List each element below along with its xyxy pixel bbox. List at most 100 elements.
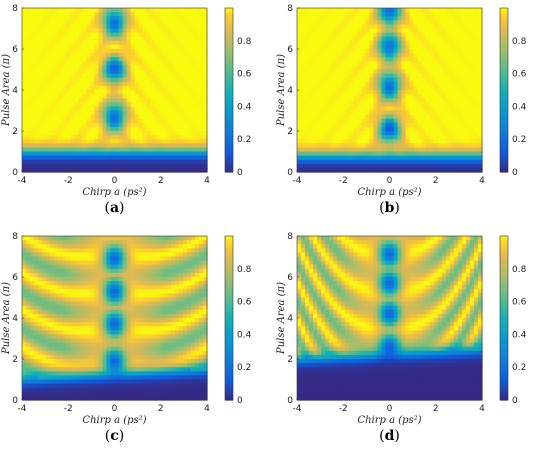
heatmap-cell <box>34 256 39 262</box>
heatmap-cell <box>78 305 83 311</box>
heatmap-cell <box>445 81 451 87</box>
heatmap-cell <box>30 268 35 274</box>
y-tick-label: 2 <box>287 127 293 137</box>
heatmap-cell <box>305 73 310 79</box>
heatmap-cell <box>309 57 314 62</box>
heatmap-cell <box>389 28 395 34</box>
heatmap-cell <box>413 131 419 136</box>
heatmap-cell <box>461 131 467 136</box>
y-tick-label: 6 <box>12 45 18 55</box>
heatmap-cell <box>110 61 116 66</box>
heatmap-cell <box>453 28 459 34</box>
heatmap-cell <box>146 57 152 62</box>
heatmap-cell <box>122 28 128 34</box>
heatmap-cell <box>46 110 51 116</box>
heatmap-cell <box>154 53 160 58</box>
heatmap-cell <box>110 163 116 169</box>
heatmap-cell <box>437 44 443 50</box>
heatmap-cell <box>429 44 435 50</box>
heatmap-cell <box>58 260 63 266</box>
heatmap-cell <box>377 8 383 13</box>
heatmap-cell <box>102 375 108 381</box>
heatmap-cell <box>102 289 108 294</box>
heatmap-cell <box>66 118 71 124</box>
heatmap-cell <box>186 147 192 153</box>
colorbar-segment <box>500 68 508 72</box>
heatmap-cell <box>134 69 140 75</box>
heatmap-cell <box>329 126 334 132</box>
heatmap-cell <box>309 147 314 153</box>
heatmap-cell <box>82 53 87 58</box>
heatmap-cell <box>86 326 91 331</box>
heatmap-cell <box>114 151 120 157</box>
heatmap-cell <box>122 297 128 303</box>
heatmap-cell <box>70 285 75 290</box>
heatmap-cell <box>182 147 188 153</box>
heatmap-cell <box>477 110 483 116</box>
heatmap-cell <box>441 106 447 112</box>
heatmap-cell <box>429 114 435 120</box>
heatmap-cell <box>190 40 196 46</box>
heatmap-cell <box>305 69 310 75</box>
heatmap-cell <box>42 391 47 397</box>
heatmap-cell <box>349 155 354 161</box>
heatmap-cell <box>42 81 47 87</box>
heatmap-cell <box>477 28 483 34</box>
heatmap-cell <box>30 159 35 165</box>
heatmap-cell <box>449 126 455 132</box>
heatmap-cell <box>86 313 91 319</box>
heatmap-cell <box>46 350 51 356</box>
heatmap-cells <box>297 8 483 173</box>
heatmap-cell <box>182 40 188 46</box>
colorbar-segment <box>225 10 233 15</box>
heatmap-cell <box>42 98 47 103</box>
heatmap-cell <box>78 391 83 397</box>
heatmap-cell <box>122 354 128 360</box>
heatmap-cell <box>317 16 322 21</box>
heatmap-cell <box>122 155 128 161</box>
heatmap-cell <box>54 322 59 327</box>
heatmap-cell <box>453 167 459 173</box>
heatmap-cell <box>361 57 366 62</box>
heatmap-cell <box>54 371 59 376</box>
heatmap-cell <box>106 114 112 120</box>
heatmap-cell <box>413 151 419 157</box>
heatmap-cell <box>126 313 132 319</box>
heatmap-cell <box>98 12 104 17</box>
heatmap-cell <box>70 256 75 262</box>
heatmap-cell <box>449 53 455 58</box>
heatmap-cell <box>50 285 55 290</box>
heatmap-cell <box>158 73 164 79</box>
heatmap-cell <box>473 61 479 66</box>
heatmap-cell <box>34 155 39 161</box>
heatmap-cell <box>62 322 67 327</box>
heatmap-cell <box>198 147 204 153</box>
heatmap-cell <box>106 98 112 103</box>
heatmap-cell <box>34 49 39 54</box>
heatmap-cell <box>425 110 431 116</box>
heatmap-cell <box>317 98 322 103</box>
heatmap-cell <box>150 131 156 136</box>
heatmap-cell <box>126 260 132 266</box>
heatmap-cell <box>421 69 427 75</box>
heatmap-cell <box>469 8 475 13</box>
heatmap-cell <box>381 40 387 46</box>
heatmap-cell <box>409 12 415 17</box>
heatmap-cell <box>106 293 112 299</box>
heatmap-cell <box>445 24 451 30</box>
heatmap-cell <box>405 159 411 165</box>
heatmap-cell <box>461 8 467 13</box>
heatmap-cell <box>54 32 59 38</box>
heatmap-cell <box>337 44 342 50</box>
heatmap-cell <box>98 57 104 62</box>
heatmap-cell <box>349 24 354 30</box>
heatmap-cell <box>54 57 59 62</box>
heatmap-cell <box>345 57 350 62</box>
heatmap-cell <box>102 151 108 157</box>
heatmap-cell <box>138 135 144 140</box>
heatmap-cell <box>34 147 39 153</box>
heatmap-cell <box>130 240 136 245</box>
heatmap-cell <box>86 375 91 381</box>
heatmap-cell <box>441 12 447 17</box>
heatmap-cell <box>457 44 463 50</box>
